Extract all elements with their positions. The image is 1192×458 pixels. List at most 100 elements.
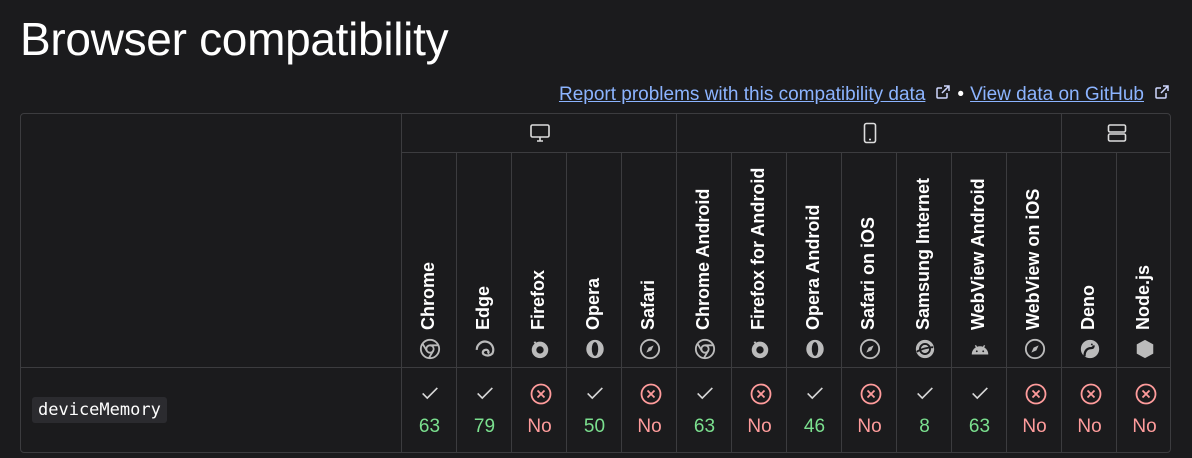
column-divider — [1116, 152, 1117, 452]
safari-icon — [1024, 338, 1046, 360]
browser-name: Safari — [637, 279, 658, 330]
links-separator: • — [957, 84, 965, 105]
links-bar: Report problems with this compatibility … — [559, 84, 1170, 106]
external-link-icon — [935, 84, 951, 106]
column-divider — [456, 152, 457, 452]
browser-name: Chrome — [417, 261, 438, 330]
support-cell[interactable]: No — [842, 368, 897, 454]
support-cell[interactable]: 63 — [952, 368, 1007, 454]
cross-circle-icon — [639, 382, 661, 405]
compat-table: deviceMemory Chrome 63 Edge 79 Firefox No Oper… — [20, 113, 1171, 453]
browser-header-firefox: Firefox — [512, 152, 567, 368]
browser-header-samsung-internet: Samsung Internet — [897, 152, 952, 368]
browser-name: WebView Android — [967, 178, 988, 330]
cross-circle-icon — [1024, 382, 1046, 405]
browser-header-chrome: Chrome — [402, 152, 457, 368]
support-cell[interactable]: No — [622, 368, 677, 454]
support-cell[interactable]: No — [1117, 368, 1172, 454]
version-label: 46 — [803, 416, 826, 437]
chrome-icon — [694, 338, 716, 360]
support-cell[interactable]: No — [732, 368, 787, 454]
edge-icon — [474, 338, 496, 360]
browser-name: Edge — [472, 285, 493, 330]
version-label: 63 — [693, 416, 716, 437]
version-label: No — [1132, 416, 1157, 437]
version-label: 79 — [473, 416, 496, 437]
browser-name: Opera Android — [802, 204, 823, 330]
browser-name: Deno — [1077, 285, 1098, 330]
chrome-icon — [419, 338, 441, 360]
browser-header-safari: Safari — [622, 152, 677, 368]
samsung-internet-icon — [914, 338, 936, 360]
safari-icon — [859, 338, 881, 360]
check-icon — [474, 382, 496, 404]
external-link-icon — [1154, 84, 1170, 106]
column-divider — [896, 152, 897, 452]
version-label: No — [527, 416, 552, 437]
version-label: No — [637, 416, 662, 437]
mobile-icon — [677, 114, 1062, 152]
version-label: 63 — [968, 416, 991, 437]
support-cell[interactable]: 8 — [897, 368, 952, 454]
version-label: 50 — [583, 416, 606, 437]
version-label: 63 — [418, 416, 441, 437]
support-cell[interactable]: 63 — [402, 368, 457, 454]
browser-header-opera-android: Opera Android — [787, 152, 842, 368]
check-icon — [914, 382, 936, 404]
server-icon — [1062, 114, 1172, 152]
report-problems-link[interactable]: Report problems with this compatibility … — [558, 84, 926, 105]
column-divider — [511, 152, 512, 452]
view-github-link[interactable]: View data on GitHub — [970, 84, 1144, 105]
column-divider — [786, 152, 787, 452]
firefox-icon — [749, 338, 771, 360]
browser-name: Opera — [582, 277, 603, 330]
browser-name: Chrome Android — [692, 188, 713, 330]
check-icon — [969, 382, 991, 404]
browser-header-firefox-for-android: Firefox for Android — [732, 152, 787, 368]
support-cell[interactable]: 46 — [787, 368, 842, 454]
feature-column-divider — [401, 114, 402, 452]
cross-circle-icon — [859, 382, 881, 405]
column-divider — [621, 152, 622, 452]
cross-circle-icon — [1134, 382, 1156, 405]
browser-name: Samsung Internet — [912, 177, 933, 330]
opera-icon — [804, 338, 826, 360]
version-label: 8 — [919, 416, 930, 437]
version-label: No — [1077, 416, 1102, 437]
android-icon — [969, 338, 991, 360]
row-divider — [21, 367, 1170, 368]
browser-name: Safari on iOS — [857, 216, 878, 330]
browser-header-deno: Deno — [1062, 152, 1117, 368]
support-cell[interactable]: 50 — [567, 368, 622, 454]
check-icon — [694, 382, 716, 404]
version-label: No — [857, 416, 882, 437]
browser-name: Firefox for Android — [747, 167, 768, 330]
support-cell[interactable]: No — [1007, 368, 1062, 454]
support-cell[interactable]: 63 — [677, 368, 732, 454]
feature-name: deviceMemory — [32, 397, 167, 423]
browser-header-webview-on-ios: WebView on iOS — [1007, 152, 1062, 368]
support-cell[interactable]: 79 — [457, 368, 512, 454]
column-divider — [841, 152, 842, 452]
browser-name: WebView on iOS — [1022, 188, 1043, 330]
page-title: Browser compatibility — [20, 13, 449, 65]
cross-circle-icon — [1079, 382, 1101, 405]
opera-icon — [584, 338, 606, 360]
check-icon — [804, 382, 826, 404]
browser-header-edge: Edge — [457, 152, 512, 368]
firefox-icon — [529, 338, 551, 360]
browser-header-safari-on-ios: Safari on iOS — [842, 152, 897, 368]
group-divider — [1061, 114, 1062, 452]
support-cell[interactable]: No — [1062, 368, 1117, 454]
browser-header-node-js: Node.js — [1117, 152, 1172, 368]
browser-name: Node.js — [1132, 264, 1153, 330]
browser-header-chrome-android: Chrome Android — [677, 152, 732, 368]
support-cell[interactable]: No — [512, 368, 567, 454]
desktop-icon — [402, 114, 677, 152]
check-icon — [419, 382, 441, 404]
column-divider — [566, 152, 567, 452]
browser-header-opera: Opera — [567, 152, 622, 368]
safari-icon — [639, 338, 661, 360]
version-label: No — [747, 416, 772, 437]
cross-circle-icon — [529, 382, 551, 405]
